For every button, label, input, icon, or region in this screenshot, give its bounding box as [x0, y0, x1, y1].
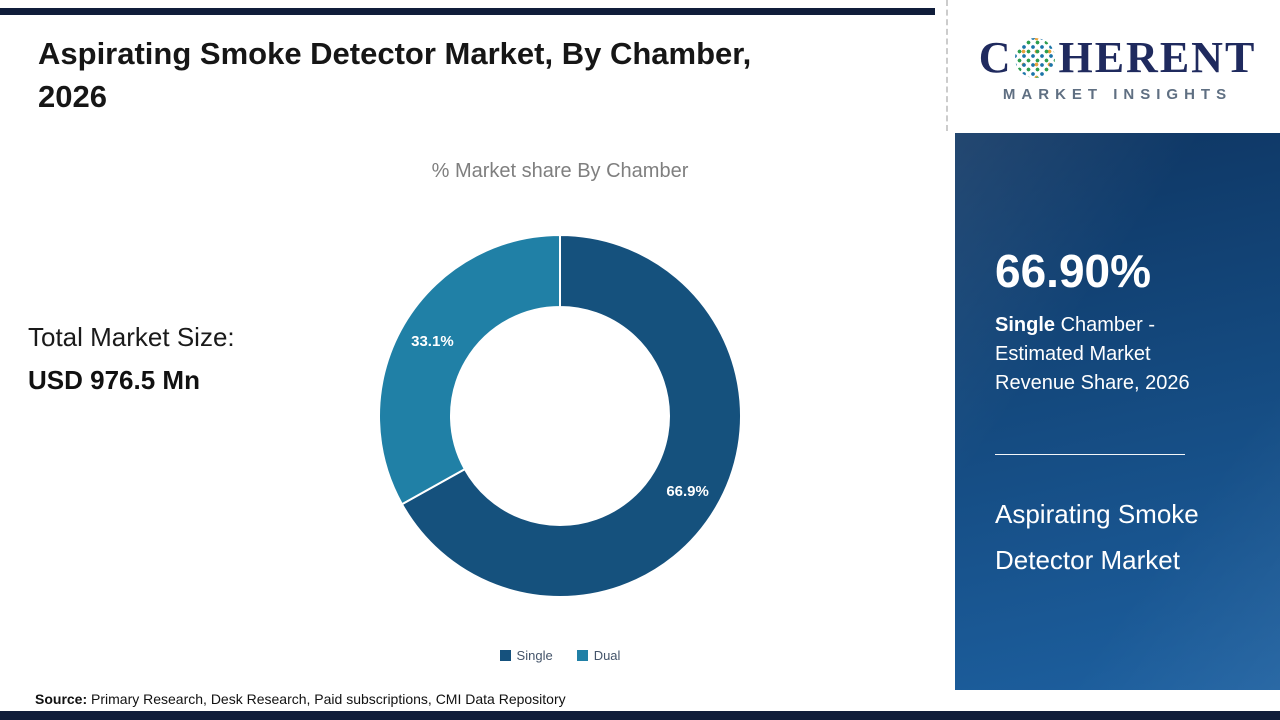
chart-legend: Single Dual: [375, 648, 745, 663]
legend-item: Single: [499, 648, 553, 663]
highlight-panel: 66.90% Single Chamber - Estimated Market…: [955, 133, 1280, 690]
stat-description-bold: Single: [995, 314, 1056, 336]
logo-text-rest: HERENT: [1058, 33, 1257, 82]
segment-label: 66.9%: [666, 483, 709, 500]
segment-label: 33.1%: [411, 333, 454, 350]
logo-box: C HERENT MARKET INSIGHTS: [955, 0, 1280, 133]
coherent-logo: C HERENT: [979, 36, 1257, 80]
legend-item: Dual: [576, 648, 621, 663]
top-accent-bar: [0, 8, 935, 15]
source-line: Source: Primary Research, Desk Research,…: [35, 691, 566, 707]
donut-segment-dual: [378, 233, 561, 506]
source-text: Primary Research, Desk Research, Paid su…: [87, 691, 566, 707]
total-market-size-block: Total Market Size: USD 976.5 Mn: [28, 322, 348, 396]
panel-divider: [995, 454, 1185, 455]
donut-segment-single: [400, 233, 742, 598]
stat-description-rest: Chamber - Estimated Market Revenue Share…: [995, 314, 1190, 394]
stat-value: 66.90%: [995, 245, 1152, 297]
chart-subtitle: % Market share By Chamber: [431, 160, 689, 182]
logo-text-c: C: [978, 33, 1013, 82]
logo-globe-icon: [1015, 38, 1056, 78]
vertical-dashed-divider: [946, 0, 948, 131]
bottom-accent-bar: [0, 711, 1280, 720]
donut-chart: 66.9% 33.1%: [378, 233, 742, 598]
logo-tagline: MARKET INSIGHTS: [1002, 86, 1233, 103]
page-title: Aspirating Smoke Detector Market, By Cha…: [38, 36, 752, 115]
total-market-size-label: Total Market Size:: [28, 322, 235, 352]
legend-swatch: [499, 650, 511, 661]
legend-label: Single: [516, 648, 553, 663]
stat-description: Single Chamber - Estimated Market Revenu…: [995, 311, 1200, 398]
total-market-size-value: USD 976.5 Mn: [28, 365, 200, 395]
legend-swatch: [576, 650, 588, 661]
panel-title: Aspirating Smoke Detector Market: [995, 499, 1199, 575]
source-label: Source:: [35, 691, 88, 707]
legend-label: Dual: [593, 648, 621, 663]
